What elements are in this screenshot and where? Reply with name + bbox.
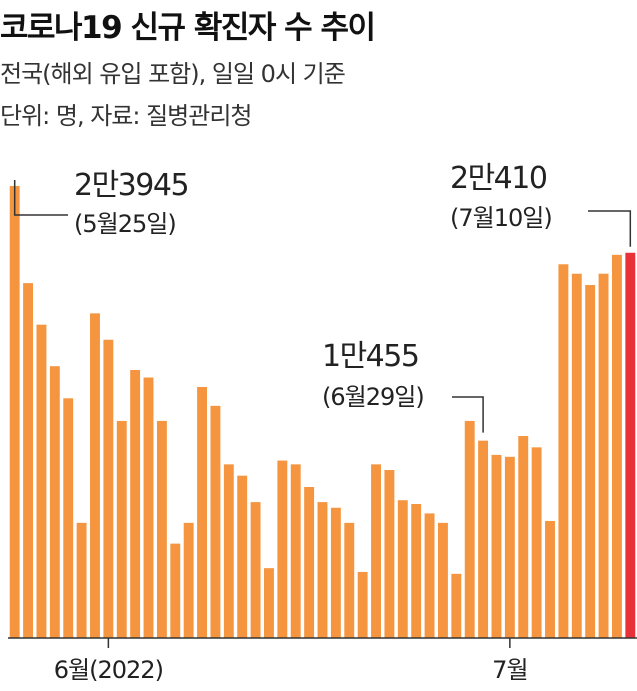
- bar-7: [103, 339, 114, 638]
- x-tick-label-0: 6월(2022): [54, 656, 163, 684]
- bar-6: [90, 313, 100, 638]
- annotation-value-0: 2만3945: [74, 168, 188, 203]
- bar-1: [23, 283, 34, 638]
- bar-38: [518, 436, 529, 638]
- annotation-value-1: 1만455: [322, 339, 418, 374]
- bar-24: [330, 507, 341, 638]
- bar-44: [598, 273, 609, 638]
- chart-subtitle-scope: 전국(해외 유입 포함), 일일 0시 기준: [0, 60, 346, 88]
- bar-13: [183, 522, 194, 638]
- leader-line-0: [13, 180, 68, 216]
- bar-23: [317, 502, 328, 638]
- leader-line-1: [452, 396, 484, 433]
- bar-16: [223, 464, 234, 638]
- bar-36: [491, 454, 502, 638]
- bar-0: [9, 186, 20, 639]
- bar-14: [197, 386, 207, 638]
- bar-17: [237, 475, 248, 638]
- bar-31: [424, 513, 435, 638]
- bar-21: [290, 464, 301, 638]
- bar-26: [357, 571, 368, 638]
- bar-37: [504, 456, 515, 638]
- annotation-date-2: (7월10일): [450, 204, 552, 232]
- bar-30: [411, 503, 422, 638]
- bar-45: [611, 254, 622, 638]
- bar-4: [63, 398, 74, 638]
- bar-18: [250, 502, 261, 638]
- bar-33: [451, 573, 462, 638]
- annotation-value-2: 2만410: [450, 161, 547, 196]
- chart-subtitle-source: 단위: 명, 자료: 질병관리청: [0, 102, 252, 130]
- bar-46: [625, 252, 636, 638]
- bar-2: [36, 324, 47, 638]
- bar-41: [558, 264, 569, 638]
- bar-20: [277, 460, 288, 638]
- bar-11: [156, 420, 167, 638]
- bar-19: [264, 568, 274, 638]
- bar-29: [397, 500, 408, 638]
- bar-28: [384, 470, 395, 638]
- bar-8: [116, 420, 127, 638]
- bar-27: [371, 464, 381, 638]
- bar-9: [130, 369, 141, 638]
- bar-42: [571, 273, 582, 638]
- bar-22: [304, 487, 315, 638]
- bar-43: [585, 285, 596, 638]
- x-tick-label-1: 7월: [492, 656, 527, 684]
- bar-39: [531, 447, 542, 638]
- chart-title: 코로나19 신규 확진자 수 추이: [0, 10, 376, 46]
- bar-34: [464, 420, 475, 638]
- bar-5: [76, 522, 87, 638]
- bar-32: [438, 522, 448, 638]
- bar-35: [478, 440, 489, 638]
- leader-line-2: [588, 210, 632, 247]
- annotation-date-0: (5월25일): [74, 210, 176, 238]
- bar-40: [545, 520, 555, 638]
- bar-3: [49, 366, 60, 638]
- bar-12: [170, 543, 181, 639]
- bar-15: [210, 405, 221, 638]
- bar-10: [143, 377, 154, 638]
- bar-25: [344, 522, 355, 638]
- annotation-date-1: (6월29일): [322, 383, 424, 411]
